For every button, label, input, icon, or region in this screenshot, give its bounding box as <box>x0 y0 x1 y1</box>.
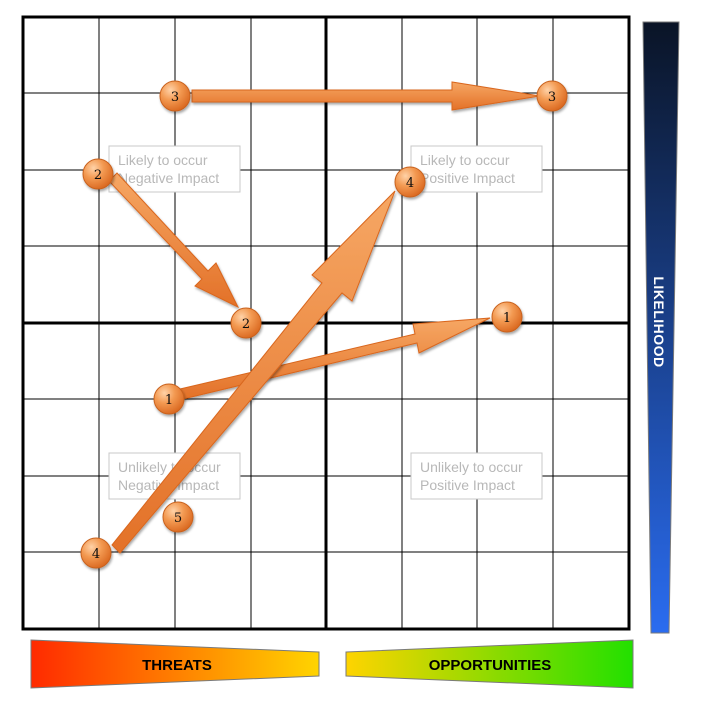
quadrant-label-line: Likely to occur <box>420 152 510 168</box>
threats-label: THREATS <box>142 657 212 674</box>
quadrant-label-bottom-right: Unlikely to occur Positive Impact <box>410 452 543 500</box>
quadrant-label-line: Positive Impact <box>420 170 515 186</box>
risk-node[interactable]: 3 <box>159 80 191 112</box>
nodes-layer: 3 3 2 4 2 1 1 5 <box>80 80 568 569</box>
quadrant-label-line: Likely to occur <box>118 152 208 168</box>
risk-node[interactable]: 1 <box>153 383 185 415</box>
arrow-2 <box>108 172 240 309</box>
risk-node[interactable]: 2 <box>82 158 114 190</box>
opportunities-band: OPPORTUNITIES <box>345 639 634 689</box>
risk-node-label: 3 <box>548 90 556 105</box>
risk-node[interactable]: 3 <box>536 80 568 112</box>
risk-node-label: 3 <box>171 90 179 105</box>
arrow-4 <box>111 190 396 554</box>
quadrant-label-top-right: Likely to occur Positive Impact <box>410 145 543 193</box>
arrows-layer <box>108 81 541 554</box>
quadrant-label-line: Unlikely to occur <box>420 459 523 475</box>
risk-node[interactable]: 4 <box>394 166 426 198</box>
risk-node[interactable]: 5 <box>162 501 194 533</box>
risk-node-label: 2 <box>94 168 102 183</box>
threats-band: THREATS <box>30 639 320 689</box>
quadrant-label-line: Positive Impact <box>420 477 515 493</box>
risk-node-label: 1 <box>503 311 511 326</box>
risk-node-label: 5 <box>174 511 182 526</box>
likelihood-band: LIKELIHOOD <box>642 21 680 634</box>
arrow-3 <box>191 81 541 111</box>
quadrant-label-top-left: Likely to occur Negative Impact <box>108 145 241 193</box>
likelihood-label: LIKELIHOOD <box>651 276 667 367</box>
risk-node-label: 2 <box>242 317 250 332</box>
risk-node-label: 4 <box>406 176 414 191</box>
grid <box>21 15 631 631</box>
quadrant-label-line: Negative Impact <box>118 170 219 186</box>
opportunities-label: OPPORTUNITIES <box>429 657 552 674</box>
risk-node-label: 1 <box>165 393 173 408</box>
risk-node[interactable]: 1 <box>491 301 523 333</box>
risk-node[interactable]: 2 <box>230 307 262 339</box>
risk-node[interactable]: 4 <box>80 537 112 569</box>
risk-node-label: 4 <box>92 547 100 562</box>
